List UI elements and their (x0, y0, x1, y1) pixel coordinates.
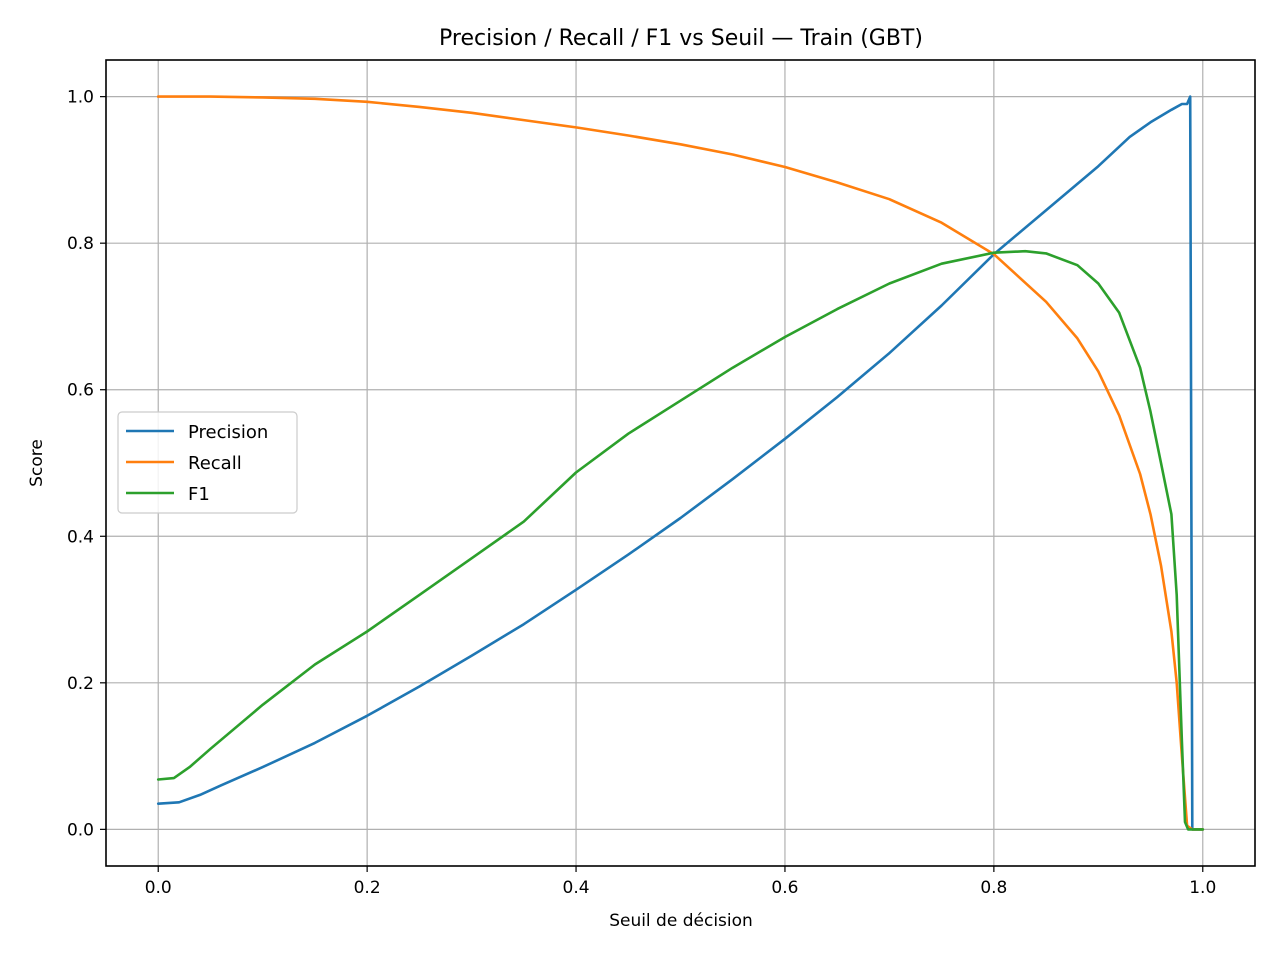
grid (106, 60, 1255, 866)
chart-title: Precision / Recall / F1 vs Seuil — Train… (439, 26, 923, 51)
y-tick-label: 0.4 (67, 527, 94, 547)
y-tick-label: 0.0 (67, 820, 94, 840)
legend-label-f1: F1 (188, 484, 210, 505)
legend-label-recall: Recall (188, 453, 242, 474)
y-tick-label: 1.0 (67, 88, 94, 108)
x-axis: 0.0 0.2 0.4 0.6 0.8 1.0 (145, 866, 1216, 898)
series-line-recall (156, 95, 1205, 831)
x-tick-label: 0.4 (563, 878, 590, 898)
legend-label-precision: Precision (188, 422, 268, 443)
series-line-f1 (156, 249, 1205, 831)
y-tick-label: 0.6 (67, 381, 94, 401)
legend-box (117, 411, 298, 514)
x-tick-label: 1.0 (1189, 878, 1216, 898)
series-layer (156, 95, 1205, 831)
x-axis-label: Seuil de décision (609, 911, 753, 931)
y-tick-label: 0.2 (67, 674, 94, 694)
series-line-precision (156, 95, 1205, 831)
y-axis: 0.0 0.2 0.4 0.6 0.8 1.0 (67, 88, 106, 840)
plot-frame (105, 59, 1256, 867)
x-tick-label: 0.8 (980, 878, 1007, 898)
x-tick-label: 0.2 (354, 878, 381, 898)
x-tick-label: 0.0 (145, 878, 172, 898)
x-tick-label: 0.6 (771, 878, 798, 898)
y-axis-label: Score (27, 439, 47, 487)
y-tick-label: 0.8 (67, 234, 94, 254)
legend: Precision Recall F1 (117, 411, 298, 514)
